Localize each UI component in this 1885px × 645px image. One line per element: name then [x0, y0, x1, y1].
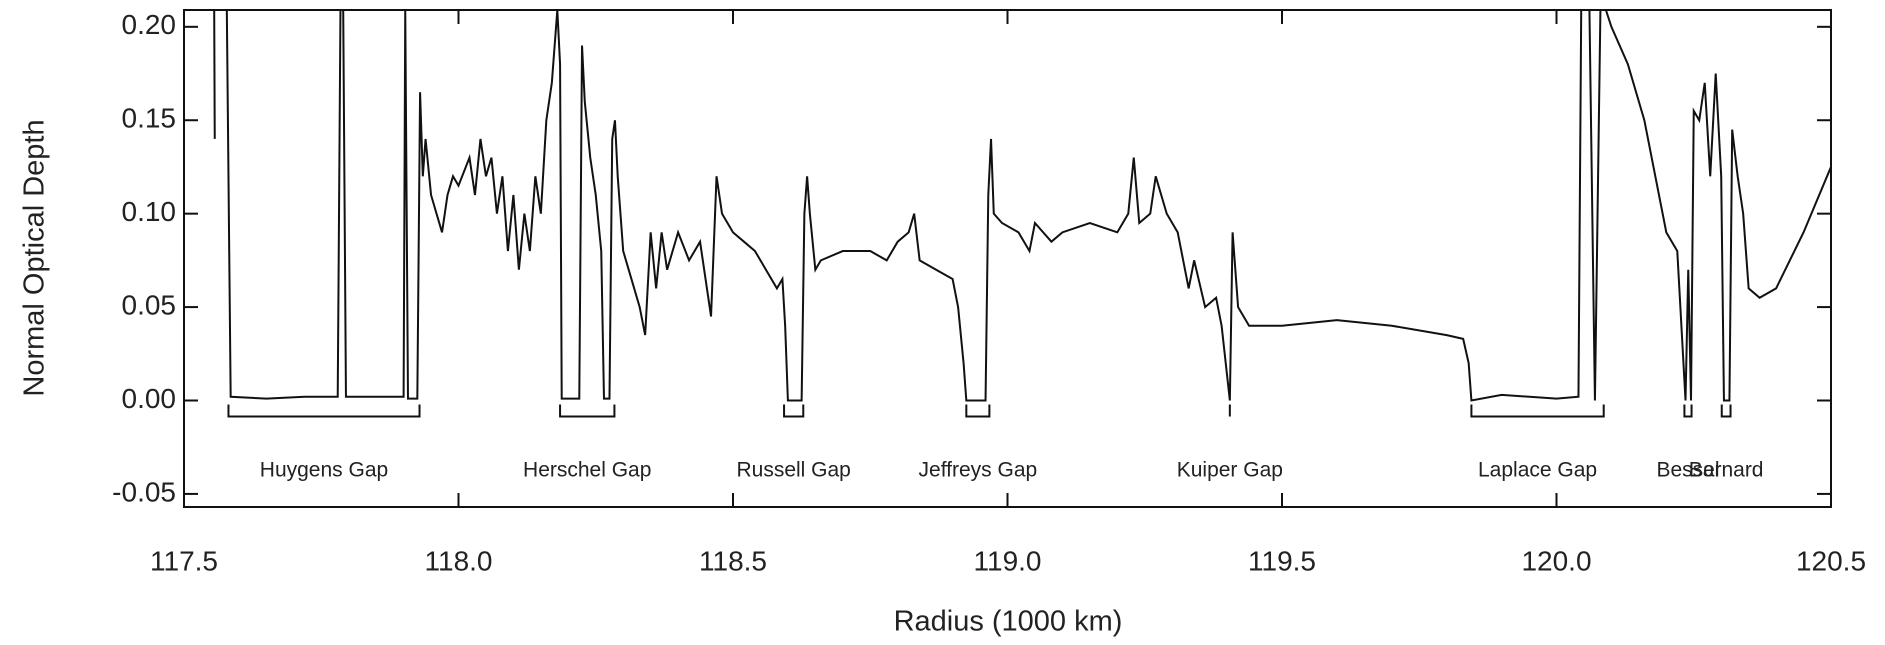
y-tick-label: 0.10 — [122, 196, 177, 227]
x-tick-label: 118.5 — [699, 545, 767, 576]
gap-label: Barnard — [1689, 459, 1764, 482]
plot-frame — [183, 9, 1832, 508]
gap-bracket — [1720, 404, 1732, 418]
gap-label: Huygens Gap — [260, 459, 388, 482]
y-tick-label: -0.05 — [112, 476, 176, 507]
gap-bracket — [227, 404, 421, 418]
x-axis-title: Radius (1000 km) — [894, 606, 1123, 638]
x-tick-label: 118.0 — [425, 545, 493, 576]
x-tick-label: 120.5 — [1796, 545, 1866, 576]
gap-label: Laplace Gap — [1478, 459, 1597, 482]
x-tick-label: 120.0 — [1521, 545, 1591, 576]
gap-bracket — [783, 404, 805, 418]
gap-bracket — [1683, 404, 1693, 418]
gap-bracket — [1470, 404, 1605, 418]
y-tick-label: 0.20 — [122, 9, 177, 40]
gap-label: Herschel Gap — [523, 459, 651, 482]
y-axis-title: Normal Optical Depth — [19, 119, 51, 396]
x-tick-label: 117.5 — [150, 545, 218, 576]
gap-label: Jeffreys Gap — [919, 459, 1038, 482]
y-tick-label: 0.00 — [122, 383, 177, 414]
y-tick-label: 0.05 — [122, 289, 177, 320]
x-tick-label: 119.5 — [1248, 545, 1316, 576]
x-tick-label: 119.0 — [974, 545, 1042, 576]
gap-label: Bessel — [1656, 459, 1719, 482]
gap-label: Russell Gap — [736, 459, 850, 482]
data-line — [225, 10, 1831, 402]
gap-bracket — [559, 404, 616, 418]
data-line — [213, 10, 216, 139]
y-tick-label: 0.15 — [122, 103, 177, 134]
gap-label: Kuiper Gap — [1177, 459, 1283, 482]
gap-bracket — [965, 404, 991, 418]
